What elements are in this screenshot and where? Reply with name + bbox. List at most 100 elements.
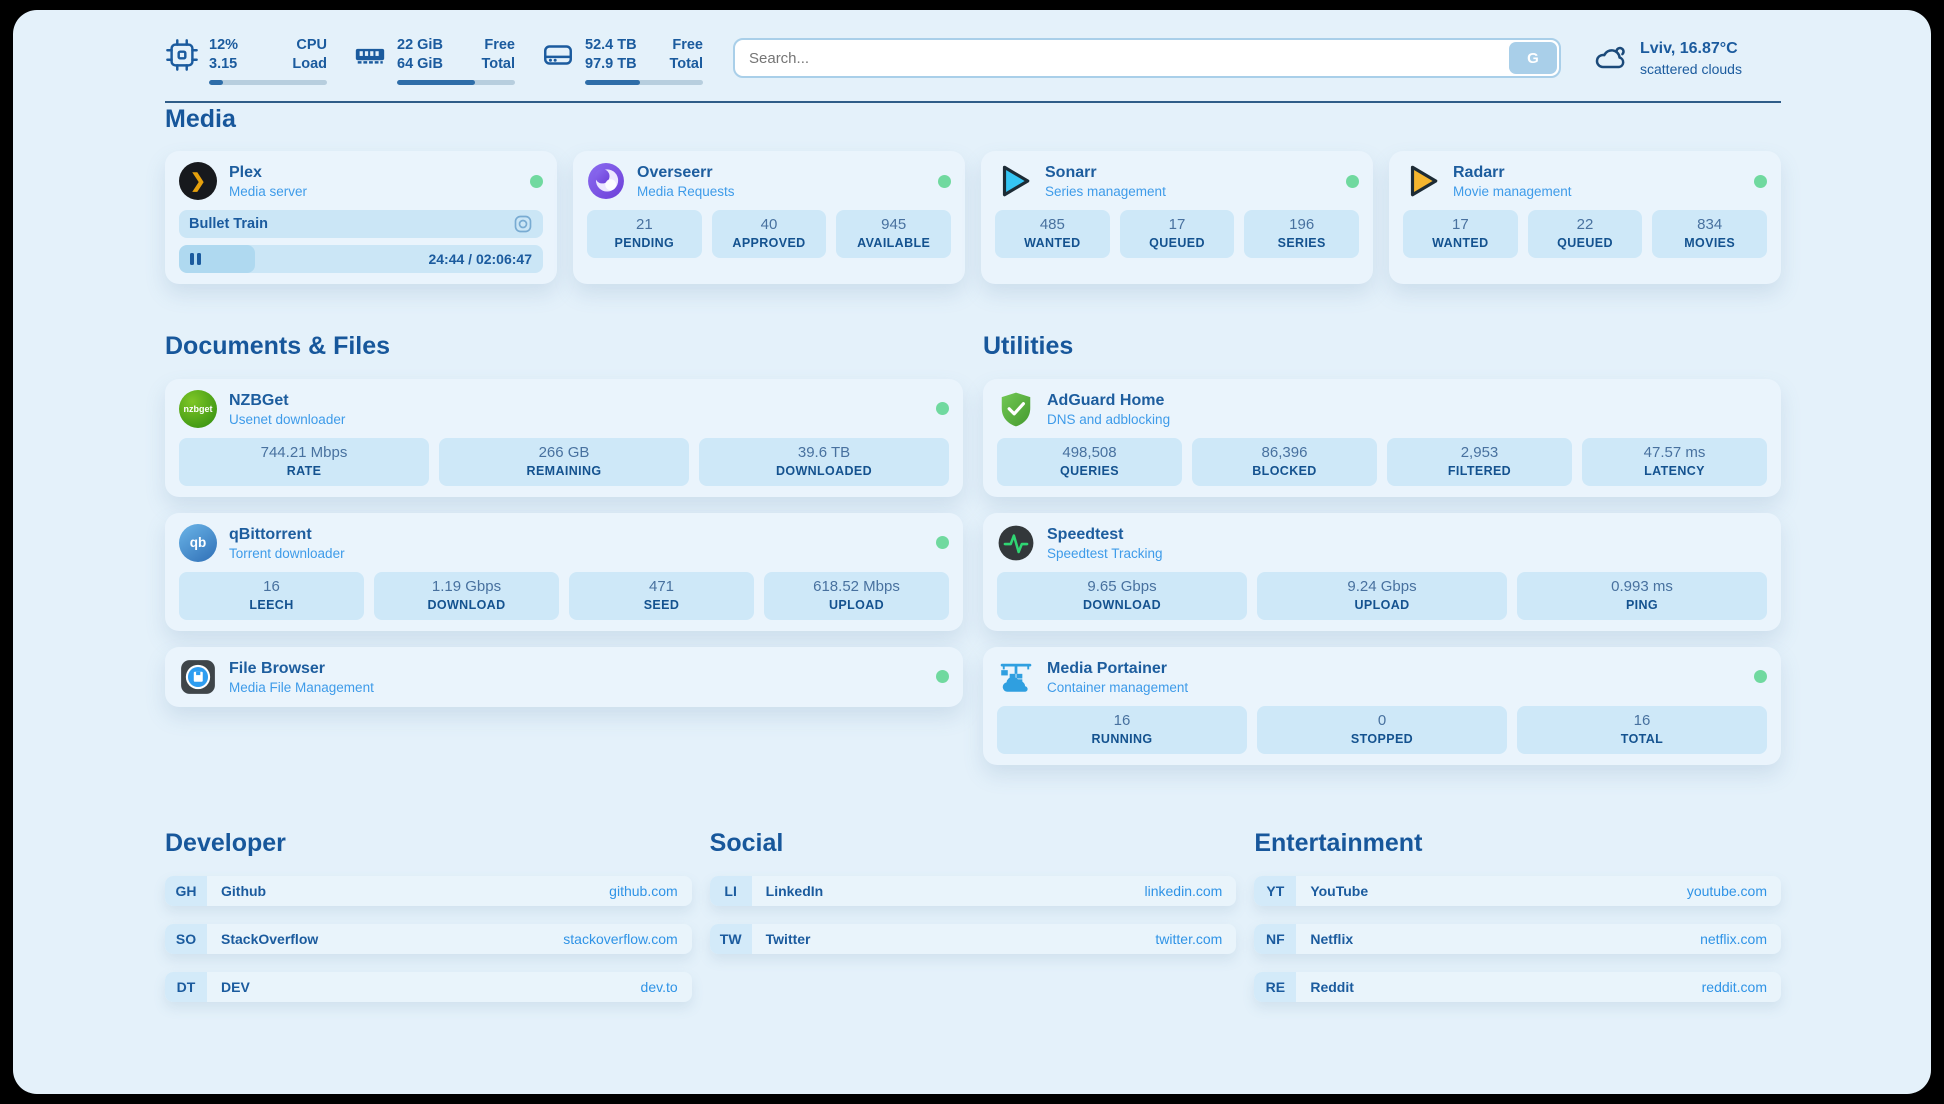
bookmark-abbr: TW bbox=[709, 923, 752, 954]
cpu-label-1: CPU bbox=[296, 37, 327, 53]
bookmark-abbr: SO bbox=[165, 923, 207, 954]
status-badge bbox=[1754, 670, 1767, 684]
weather-widget: Lviv, 16.87°C scattered clouds bbox=[1591, 38, 1781, 78]
bookmark-abbr: NF bbox=[1254, 923, 1297, 954]
app-description: Torrent downloader bbox=[229, 545, 345, 561]
sonarr-card[interactable]: Sonarr Series management 485 WANTED 17 Q… bbox=[981, 151, 1373, 285]
radarr-card[interactable]: Radarr Movie management 17 WANTED 22 QUE… bbox=[1389, 151, 1781, 285]
stat-tile: 16 RUNNING bbox=[997, 705, 1247, 755]
cpu-stat: 12% CPU 3.15 Load bbox=[165, 36, 327, 85]
plex-icon: ❯ bbox=[179, 162, 217, 201]
bookmark-url: youtube.com bbox=[1686, 882, 1767, 899]
stat-tile: 0.993 ms PING bbox=[1517, 571, 1767, 620]
utilities-section-heading: Utilities bbox=[983, 332, 1074, 361]
speedtest-card[interactable]: Speedtest Speedtest Tracking 9.65 Gbps D… bbox=[983, 512, 1781, 631]
bookmark-reddit[interactable]: RE Reddit reddit.com bbox=[1254, 971, 1781, 1002]
stat-value: 22 bbox=[1576, 216, 1594, 234]
stat-value: 17 bbox=[1451, 216, 1469, 234]
stat-tile: 744.21 Mbps RATE bbox=[179, 437, 429, 486]
adguard-icon bbox=[1001, 392, 1031, 427]
stat-label: UPLOAD bbox=[828, 598, 885, 613]
stat-label: STOPPED bbox=[1350, 732, 1414, 747]
stat-tile: 471 SEED bbox=[569, 571, 754, 620]
bookmark-abbr: GH bbox=[165, 875, 207, 906]
status-badge bbox=[1346, 174, 1359, 188]
stat-tile: 2,953 FILTERED bbox=[1387, 437, 1572, 486]
stat-tile: 9.65 Gbps DOWNLOAD bbox=[997, 571, 1247, 620]
stat-label: APPROVED bbox=[732, 236, 806, 251]
portainer-icon bbox=[1000, 663, 1032, 692]
stat-label: UPLOAD bbox=[1354, 598, 1410, 613]
stat-value: 196 bbox=[1289, 216, 1315, 234]
filebrowser-card[interactable]: File Browser Media File Management bbox=[165, 646, 963, 707]
stat-label: SEED bbox=[643, 598, 680, 613]
bookmark-name: LinkedIn bbox=[765, 882, 824, 899]
stat-label: DOWNLOADED bbox=[775, 463, 873, 478]
memory-label-1: Free bbox=[484, 37, 515, 53]
stat-label: BLOCKED bbox=[1252, 463, 1317, 478]
plex-card[interactable]: ❯ Plex Media server Bullet Train bbox=[165, 151, 557, 285]
disk-progress-bar bbox=[585, 79, 703, 85]
stat-label: QUEUED bbox=[1149, 236, 1205, 251]
bookmark-url: twitter.com bbox=[1155, 930, 1223, 947]
app-description: Movie management bbox=[1453, 184, 1572, 200]
stat-tile: 40 APPROVED bbox=[711, 210, 827, 259]
bookmark-dev[interactable]: DT DEV dev.to bbox=[165, 971, 692, 1002]
stat-label: WANTED bbox=[1432, 236, 1489, 251]
cpu-progress-bar bbox=[209, 79, 327, 85]
app-name: qBittorrent bbox=[229, 525, 312, 543]
bookmark-stackoverflow[interactable]: SO StackOverflow stackoverflow.com bbox=[165, 923, 692, 954]
search-engine-button[interactable]: G bbox=[1509, 42, 1557, 74]
stat-tile: 0 STOPPED bbox=[1257, 705, 1507, 755]
portainer-card[interactable]: Media Portainer Container management 16 … bbox=[983, 646, 1781, 766]
stat-tile: 17 WANTED bbox=[1403, 210, 1518, 259]
search-input[interactable] bbox=[733, 38, 1561, 78]
stat-value: 2,953 bbox=[1460, 443, 1499, 461]
media-cards: ❯ Plex Media server Bullet Train bbox=[165, 151, 1781, 285]
app-name: AdGuard Home bbox=[1047, 391, 1165, 409]
header-divider bbox=[165, 100, 1781, 103]
stat-value: 16 bbox=[1113, 711, 1131, 729]
memory-label-2: Total bbox=[481, 55, 515, 72]
pause-icon[interactable] bbox=[190, 253, 201, 266]
qbittorrent-card[interactable]: qb qBittorrent Torrent downloader 16 LEE… bbox=[165, 512, 963, 631]
stat-tile: 16 TOTAL bbox=[1517, 705, 1767, 755]
playback-progress-bar[interactable]: 24:44 / 02:06:47 bbox=[179, 245, 543, 274]
cpu-usage-value: 12% bbox=[209, 37, 239, 53]
search-container: G bbox=[733, 38, 1561, 78]
social-column: Social LI LinkedIn linkedin.com TW Twitt… bbox=[709, 827, 1237, 954]
now-playing-icon[interactable] bbox=[513, 214, 533, 234]
stat-label: RUNNING bbox=[1091, 732, 1153, 747]
nzbget-card[interactable]: nzbget NZBGet Usenet downloader 744.21 M… bbox=[165, 378, 963, 497]
bookmark-twitter[interactable]: TW Twitter twitter.com bbox=[709, 923, 1237, 954]
developer-column: Developer GH Github github.com SO StackO… bbox=[165, 827, 692, 1002]
overseerr-card[interactable]: Overseerr Media Requests 21 PENDING 40 A… bbox=[573, 151, 965, 285]
bookmark-url: netflix.com bbox=[1700, 930, 1767, 947]
stat-label: PENDING bbox=[614, 236, 675, 251]
bookmark-netflix[interactable]: NF Netflix netflix.com bbox=[1254, 923, 1781, 954]
bookmark-url: github.com bbox=[609, 882, 678, 899]
app-description: Media File Management bbox=[229, 679, 374, 695]
stat-label: TOTAL bbox=[1620, 732, 1664, 747]
app-name: File Browser bbox=[229, 659, 326, 677]
status-badge bbox=[936, 670, 949, 684]
stat-tile: 945 AVAILABLE bbox=[836, 210, 952, 259]
bookmark-linkedin[interactable]: LI LinkedIn linkedin.com bbox=[709, 875, 1237, 906]
bookmark-github[interactable]: GH Github github.com bbox=[165, 875, 692, 906]
stat-label: DOWNLOAD bbox=[427, 598, 506, 613]
entertainment-section-heading: Entertainment bbox=[1254, 829, 1423, 858]
adguard-card[interactable]: AdGuard Home DNS and adblocking 498,508 … bbox=[983, 378, 1781, 497]
bookmark-name: Reddit bbox=[1310, 978, 1354, 995]
documents-section-heading: Documents & Files bbox=[165, 332, 391, 361]
app-description: Media Requests bbox=[637, 184, 735, 200]
status-badge bbox=[938, 174, 951, 188]
bookmark-url: stackoverflow.com bbox=[563, 930, 678, 947]
entertainment-column: Entertainment YT YouTube youtube.com NF … bbox=[1254, 827, 1781, 1002]
stat-tile: 196 SERIES bbox=[1244, 210, 1360, 259]
status-badge bbox=[936, 402, 949, 416]
bookmark-name: Netflix bbox=[1310, 930, 1354, 947]
bookmark-youtube[interactable]: YT YouTube youtube.com bbox=[1254, 875, 1781, 906]
utilities-column: Utilities AdGuard Home DNS and adb bbox=[983, 330, 1781, 766]
app-description: Container management bbox=[1047, 679, 1189, 695]
stat-tile: 17 QUEUED bbox=[1119, 210, 1235, 259]
